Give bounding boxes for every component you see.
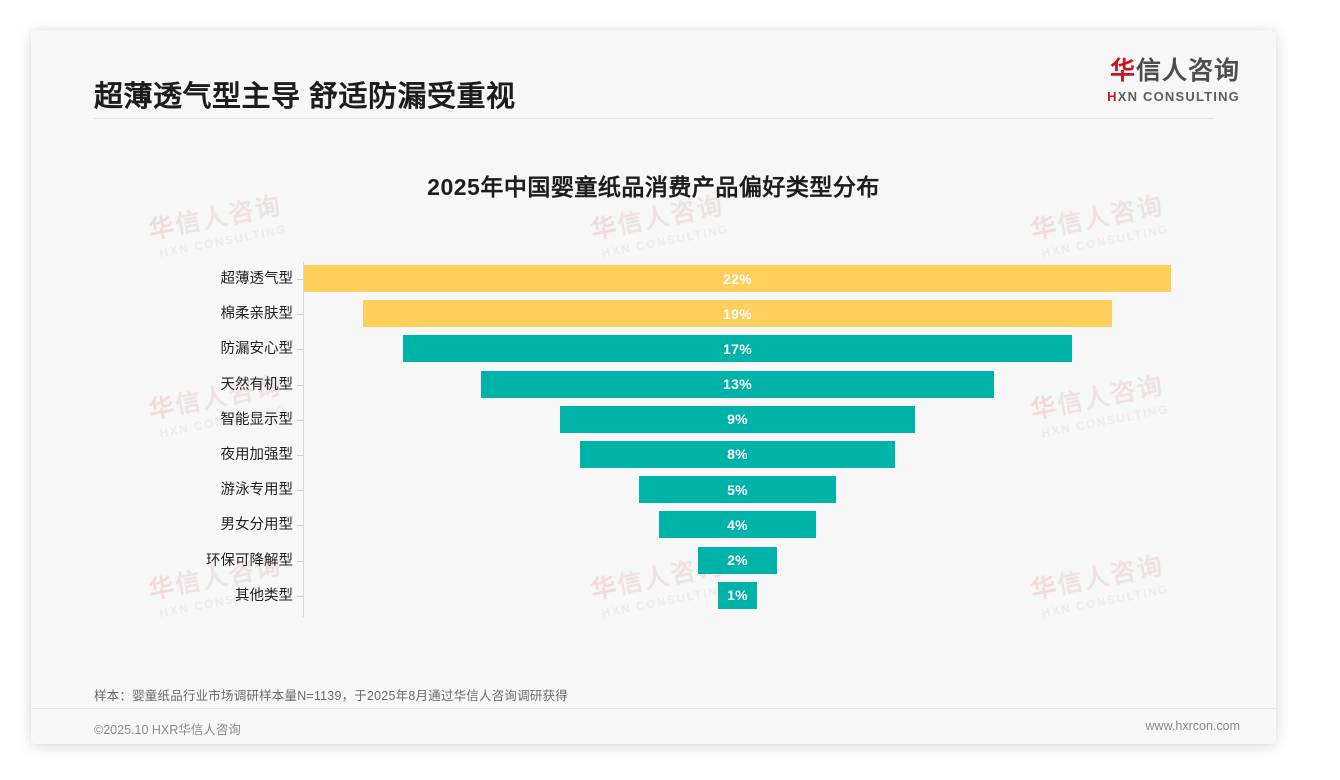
bar[interactable]: 9%	[560, 405, 915, 433]
category-label: 棉柔亲肤型	[220, 306, 294, 323]
watermark-en-text: HXN CONSULTING	[158, 221, 289, 261]
bar-track: 8%	[304, 438, 1171, 473]
bar[interactable]: 4%	[658, 511, 817, 539]
axis-tick	[297, 595, 303, 597]
bar[interactable]: 22%	[304, 265, 1171, 292]
chart-row: 游泳专用型 5%	[171, 473, 1171, 508]
chart-row: 夜用加强型 8%	[171, 438, 1171, 473]
bar-track: 1%	[304, 579, 1171, 614]
chart-row: 棉柔亲肤型 19%	[171, 297, 1171, 332]
bar-track: 5%	[304, 473, 1171, 508]
bar-value-label: 1%	[727, 587, 748, 604]
category-axis-line	[303, 262, 304, 617]
axis-tick	[297, 560, 303, 562]
bar[interactable]: 8%	[579, 440, 896, 468]
category-label: 智能显示型	[220, 411, 294, 428]
logo-cn-rest: 信人咨询	[1135, 57, 1240, 85]
category-label: 防漏安心型	[220, 341, 294, 358]
category-label: 男女分用型	[220, 517, 294, 534]
bar[interactable]: 13%	[481, 370, 994, 398]
watermark-cn-first-char: 华	[588, 212, 621, 245]
slide-page: 华信人咨询 HXN CONSULTING 华信人咨询 HXN CONSULTIN…	[31, 30, 1276, 744]
axis-tick	[297, 419, 303, 421]
bar-value-label: 2%	[727, 552, 748, 568]
logo-en-first-char: H	[1107, 88, 1118, 104]
bar-track: 4%	[304, 508, 1171, 543]
header-divider	[94, 118, 1214, 119]
axis-tick	[297, 314, 303, 316]
chart-row: 防漏安心型 17%	[171, 332, 1171, 367]
category-label: 夜用加强型	[220, 446, 294, 463]
bar-value-label: 9%	[727, 411, 748, 428]
axis-tick	[297, 279, 303, 280]
company-logo: 华信人咨询 HXN CONSULTING	[1107, 57, 1240, 104]
bar-value-label: 17%	[723, 340, 752, 357]
footer-divider	[31, 708, 1276, 709]
bar-track: 17%	[304, 332, 1171, 367]
bar-track: 2%	[304, 544, 1171, 579]
logo-en-rest: XN CONSULTING	[1117, 88, 1240, 104]
bar-value-label: 13%	[723, 376, 752, 393]
slide-footer: ©2025.10 HXR华信人咨询 www.hxrcon.com	[31, 709, 1276, 744]
bar-track: 22%	[304, 262, 1171, 297]
watermark-en-text: HXN CONSULTING	[1040, 221, 1171, 261]
axis-tick	[297, 349, 303, 351]
funnel-bar-chart: 超薄透气型 22% 棉柔亲肤型 19% 防漏安心型 17% 天然有机型 13% 智能显示型 9% 夜…	[171, 262, 1171, 627]
bar[interactable]: 2%	[698, 546, 777, 574]
bar-value-label: 22%	[723, 270, 752, 287]
logo-en-text: HXN CONSULTING	[1107, 89, 1240, 104]
bar[interactable]: 17%	[402, 335, 1073, 363]
page-title: 超薄透气型主导 舒适防漏受重视	[94, 81, 516, 113]
website-url[interactable]: www.hxrcon.com	[1145, 719, 1240, 733]
watermark-cn-first-char: 华	[146, 212, 179, 245]
axis-tick	[297, 525, 303, 527]
category-label: 游泳专用型	[220, 482, 294, 499]
watermark-en-text: HXN CONSULTING	[600, 221, 731, 261]
chart-row: 天然有机型 13%	[171, 368, 1171, 403]
axis-tick	[297, 454, 303, 456]
bar[interactable]: 5%	[638, 476, 836, 504]
chart-row: 智能显示型 9%	[171, 403, 1171, 438]
bar-track: 19%	[304, 297, 1171, 332]
category-label: 超薄透气型	[220, 271, 294, 287]
axis-tick	[297, 490, 303, 492]
category-label: 其他类型	[235, 587, 293, 604]
chart-title: 2025年中国婴童纸品消费产品偏好类型分布	[427, 174, 880, 200]
copyright-text: ©2025.10 HXR华信人咨询	[94, 723, 241, 737]
chart-footnote: 样本：婴童纸品行业市场调研样本量N=1139，于2025年8月通过华信人咨询调研…	[94, 689, 568, 703]
slide-header: 超薄透气型主导 舒适防漏受重视 华信人咨询 HXN CONSULTING	[31, 30, 1276, 120]
category-label: 环保可降解型	[206, 552, 293, 569]
bar-track: 13%	[304, 368, 1171, 403]
bar[interactable]: 19%	[363, 300, 1112, 328]
bar-value-label: 19%	[723, 305, 752, 322]
category-label: 天然有机型	[220, 376, 294, 393]
axis-tick	[297, 384, 303, 386]
chart-row: 环保可降解型 2%	[171, 544, 1171, 579]
bar-value-label: 5%	[727, 481, 748, 498]
chart-row: 其他类型 1%	[171, 579, 1171, 614]
logo-cn-text: 华信人咨询	[1107, 57, 1240, 86]
chart-rows: 超薄透气型 22% 棉柔亲肤型 19% 防漏安心型 17% 天然有机型 13% 智能显示型 9% 夜…	[171, 262, 1171, 614]
bar-value-label: 4%	[727, 516, 748, 533]
watermark-cn-first-char: 华	[1028, 212, 1061, 245]
bar[interactable]: 1%	[717, 581, 758, 609]
bar-value-label: 8%	[727, 446, 748, 463]
bar-track: 9%	[304, 403, 1171, 438]
chart-row: 超薄透气型 22%	[171, 262, 1171, 297]
chart-row: 男女分用型 4%	[171, 508, 1171, 543]
logo-cn-first-char: 华	[1109, 57, 1136, 85]
